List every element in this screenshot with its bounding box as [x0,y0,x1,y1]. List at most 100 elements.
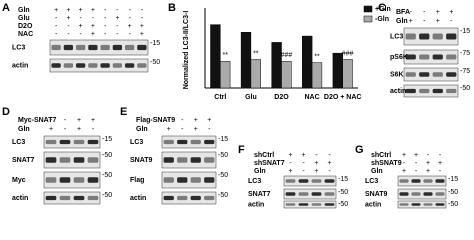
legend-label: +Gln [375,6,391,13]
blot-band [423,192,433,196]
condition-sign: - [328,168,331,175]
panel-label: E [120,106,127,118]
condition-sign: - [415,160,418,167]
condition-sign: - [427,152,430,159]
blot-name: Flag [130,177,144,184]
blot-band [419,88,430,94]
blot-membrane [161,191,217,205]
condition-sign: - [79,31,82,38]
condition-name: Glu [18,15,30,22]
blot-membrane [397,200,447,209]
blot-band [163,177,174,183]
panel-label: D [2,106,10,118]
blot-membrane [403,27,459,46]
condition-sign: - [302,168,305,175]
blot-band [432,72,443,77]
blot-band [112,63,123,68]
blot-band [177,139,188,145]
condition-sign: + [426,160,430,167]
condition-sign: + [194,126,198,133]
blot-band [73,195,85,201]
condition-sign: - [128,7,131,14]
condition-sign: - [410,9,413,16]
marker-size: -50 [102,172,112,179]
condition-sign: - [116,31,119,38]
blot-band [177,195,188,201]
marker-size: -15 [448,176,458,183]
blot-name: actin [130,195,146,202]
blot-band [432,88,443,94]
blot-band [435,179,445,183]
marker-size: -15 [150,40,160,47]
blot-band [204,157,215,163]
marker-size: -15 [460,28,470,35]
legend-swatch [363,5,373,13]
x-tick-label: Glu [245,94,257,101]
condition-sign: - [104,23,107,30]
blot-name: Myc [12,177,26,184]
blot-band [204,139,215,145]
annotation: ** [314,54,320,61]
panel-label: G [355,144,364,156]
panel-label: C [378,2,386,14]
condition-sign: + [207,117,211,124]
blot-band [75,44,86,51]
blot-band [59,157,71,163]
condition-sign: - [450,18,453,25]
blot-band [163,139,174,145]
condition-name: D2O [18,23,33,30]
condition-sign: + [49,126,53,133]
condition-sign: - [439,168,442,175]
condition-sign: - [104,15,107,22]
blot-band [190,195,201,201]
bar [220,61,231,89]
blot-band [405,54,416,60]
blot-band [435,192,445,196]
blot-band [112,44,123,51]
blot-band [311,179,322,183]
blot-band [285,192,296,196]
marker-size: -50 [102,192,112,199]
condition-sign: - [439,152,442,159]
blot-band [59,177,71,183]
blot-name: LC3 [365,178,378,185]
condition-sign: + [288,168,292,175]
bar [210,24,221,89]
condition-sign: + [288,152,292,159]
condition-sign: + [140,23,144,30]
condition-name: NAC [18,31,33,38]
blot-band [59,139,71,145]
blot-membrane [43,135,101,149]
blot-membrane [161,135,217,149]
y-axis-title: Normalized LC3-II/LC3-I [183,11,190,90]
blot-band [75,63,86,68]
condition-name: Gln [254,168,266,175]
condition-sign: - [104,31,107,38]
bar [332,52,343,89]
x-tick-label: D2O + NAC [324,94,362,101]
condition-sign: + [194,117,198,124]
blot-band [405,33,416,40]
legend-swatch [363,15,373,23]
blot-band [285,203,296,206]
blot-band [45,177,57,183]
blot-membrane [43,171,101,189]
condition-sign: + [54,7,58,14]
blot-band [204,195,215,201]
condition-name: Gln [136,126,148,133]
blot-band [190,177,201,183]
condition-sign: - [423,9,426,16]
blot-name: actin [12,62,28,69]
blot-band [446,72,457,77]
blot-name: actin [12,195,28,202]
blot-band [190,139,201,145]
blot-band [88,63,98,68]
condition-sign: - [181,117,184,124]
condition-sign: - [92,126,95,133]
blot-membrane [161,171,217,189]
panel-label: B [168,2,176,14]
condition-sign: + [79,23,83,30]
blot-band [87,157,99,163]
blot-band [45,157,57,163]
blot-band [285,179,296,183]
